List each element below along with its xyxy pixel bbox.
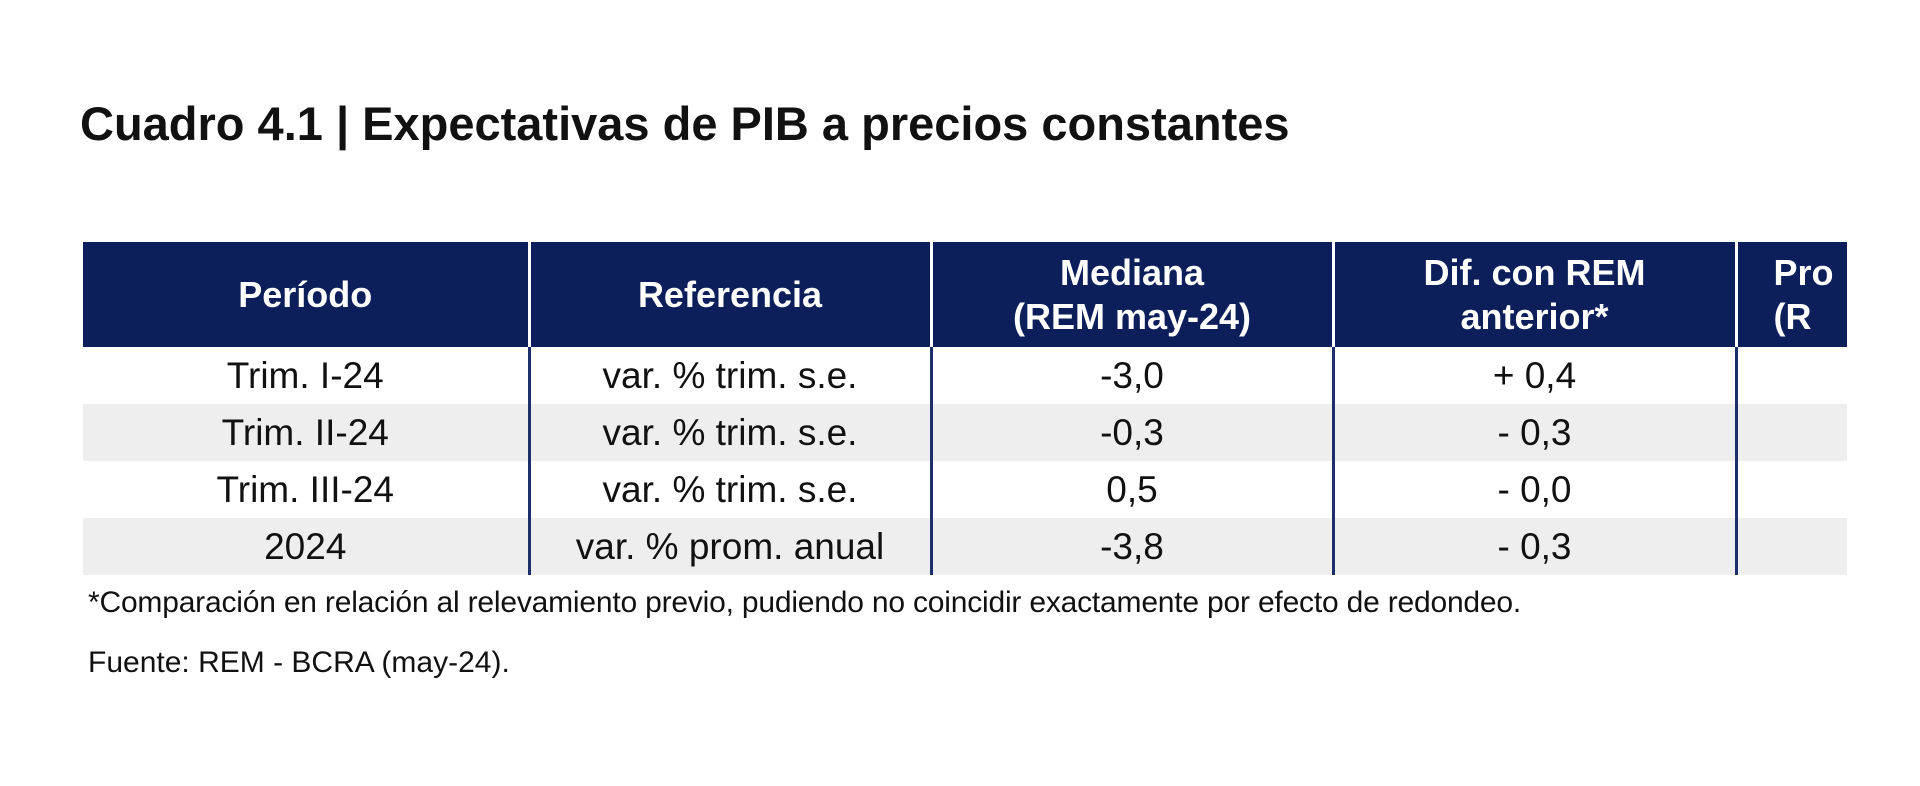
header-line: Mediana xyxy=(1059,251,1205,293)
header-line: Referencia xyxy=(637,273,823,315)
table-cell: var. % trim. s.e. xyxy=(527,347,931,404)
table-cell: Trim. I-24 xyxy=(226,354,384,396)
table-cell: -3,8 xyxy=(929,518,1333,575)
table-wrap: Período Referencia Mediana (REM may-24) Dif.… xyxy=(83,242,1847,575)
header-line: (REM may-24) xyxy=(1012,295,1252,337)
table-body: Trim. I-24 var. % trim. s.e. -3,0 + 0,4 Trim… xyxy=(83,347,1847,575)
table-cell: 2024 xyxy=(83,518,529,575)
table-cell: Trim. III-24 xyxy=(216,468,394,510)
footnote: *Comparación en relación al relevamiento… xyxy=(88,586,1522,619)
header-line: Período xyxy=(238,273,373,315)
header-row: Período Referencia Mediana (REM may-24) Dif.… xyxy=(83,242,1847,347)
column-header: Período xyxy=(83,242,529,347)
column-header: Referencia xyxy=(527,242,931,347)
table-cell xyxy=(1734,518,1847,575)
column-header: Pro (R xyxy=(1734,242,1847,347)
table-cell xyxy=(1734,404,1847,461)
table-row: Trim. I-24 var. % trim. s.e. -3,0 + 0,4 xyxy=(83,347,1847,404)
table-cell: var. % prom. anual xyxy=(527,518,931,575)
table-cell: -3,0 xyxy=(929,347,1333,404)
column-header: Dif. con REM anterior* xyxy=(1331,242,1736,347)
table-cell xyxy=(1734,347,1847,404)
table-cell: - 0,3 xyxy=(1331,518,1736,575)
table-cell: 0,5 xyxy=(929,461,1333,518)
table-cell: + 0,4 xyxy=(1331,347,1736,404)
table-cell: - 0,0 xyxy=(1331,461,1736,518)
header-line: (R xyxy=(1773,295,1812,337)
table-cell: Trim. II-24 xyxy=(83,404,529,461)
header-line: Pro xyxy=(1773,251,1834,293)
table-cell xyxy=(1734,461,1847,518)
table-cell: var. % trim. s.e. xyxy=(527,404,931,461)
column-header: Mediana (REM may-24) xyxy=(929,242,1333,347)
title: Cuadro 4.1 | Expectativas de PIB a preci… xyxy=(80,97,1290,150)
source: Fuente: REM - BCRA (may-24). xyxy=(88,646,510,679)
table-cell: var. % trim. s.e. xyxy=(527,461,931,518)
header-line: Dif. con REM xyxy=(1423,251,1646,293)
table-row: Trim. III-24 var. % trim. s.e. 0,5- 0,0 xyxy=(83,461,1847,518)
table: Período Referencia Mediana (REM may-24) Dif.… xyxy=(83,242,1847,575)
table-cell: -0,3 xyxy=(929,404,1333,461)
table-cell: - 0,3 xyxy=(1331,404,1736,461)
header-line: anterior* xyxy=(1460,295,1609,337)
table-row: Trim. II-24 var. % trim. s.e. -0,3- 0,3 xyxy=(83,404,1847,461)
table-row: 2024 var. % prom. anual -3,8- 0,3 xyxy=(83,518,1847,575)
